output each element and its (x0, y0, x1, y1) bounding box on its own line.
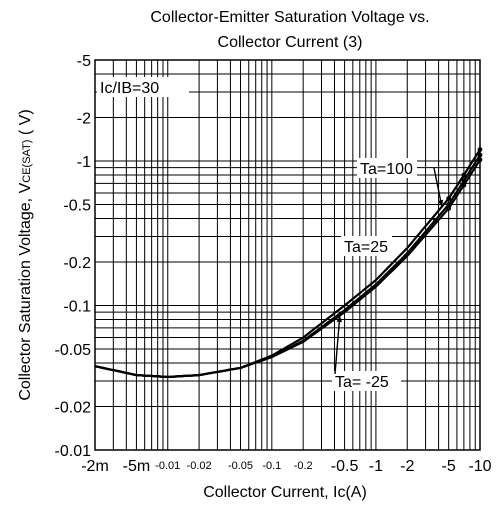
x-axis-label: Collector Current, Ic(A) (203, 484, 367, 501)
x-tick-label: -0.2 (294, 460, 313, 472)
y-tick-label: -0.1 (63, 299, 91, 316)
x-tick-label: -5m (123, 458, 151, 475)
y-axis-label-sub: CE(SAT) (21, 140, 33, 183)
y-tick-label: -0.05 (55, 342, 92, 359)
y-axis-label-main: Collector Saturation Voltage, V (17, 182, 34, 400)
series-point (446, 205, 452, 211)
x-tick-label: -0.02 (187, 460, 212, 472)
x-tick-label: -0.5 (331, 458, 359, 475)
y-tick-labels: -5 -2 -1 -0.5 -0.2 -0.1 -0.05 -0.02 -0.01 (55, 53, 92, 460)
series-point (461, 182, 467, 188)
condition-label-bg (97, 77, 189, 97)
series-group (94, 147, 483, 379)
y-tick-label: -5 (77, 53, 91, 70)
x-tick-labels: -2m -5m -0.01 -0.02 -0.05 -0.1 -0.2 -0.5 -1 -2 -5-… (81, 458, 491, 475)
series-point (477, 152, 483, 158)
y-tick-label: -0.01 (55, 443, 92, 460)
y-tick-label: -1 (77, 154, 91, 171)
y-axis-label-unit: ( V) (17, 109, 34, 139)
series-label: Ta= -25 (335, 374, 389, 391)
x-tick-label: -2 (400, 458, 414, 475)
series-arrowhead (432, 216, 439, 224)
series-label-bg (357, 158, 417, 178)
series-line (94, 154, 481, 379)
x-tick-label: -1 (369, 458, 383, 475)
series-label-bg (332, 371, 401, 391)
series-annotations: Ta=100 Ta=25 Ta= -25 (332, 158, 444, 391)
x-tick-label: -0.01 (155, 460, 180, 472)
chart-title-line2: Collector Current (3) (218, 34, 363, 51)
plot-frame (94, 59, 481, 451)
series-point (477, 157, 483, 163)
series-line (94, 159, 481, 379)
series-point (477, 147, 483, 152)
x-tick-label: -0.1 (262, 460, 281, 472)
y-tick-label: -2 (77, 111, 91, 128)
series-arrow (433, 167, 443, 207)
grid-lines (94, 59, 481, 451)
y-tick-label: -0.02 (55, 400, 92, 417)
series-label: Ta=100 (360, 161, 413, 178)
y-tick-label: -0.5 (63, 197, 91, 214)
series-point (446, 196, 452, 201)
series-arrowhead (336, 315, 343, 323)
series-label-bg (341, 236, 392, 256)
chart-title-line1: Collector-Emitter Saturation Voltage vs. (150, 9, 429, 26)
y-tick-label: -0.2 (63, 255, 91, 272)
series-label: Ta=25 (344, 239, 388, 256)
x-tick-label: -2m (81, 458, 109, 475)
condition-label: Ic/IB=30 (100, 80, 159, 97)
series-arrowhead (437, 199, 444, 207)
x-tick-label: -5 (442, 458, 456, 475)
x-tick-label: -0.05 (228, 460, 253, 472)
series-arrow (334, 315, 341, 375)
y-axis-label: Collector Saturation Voltage, VCE(SAT) (… (17, 109, 34, 400)
series-point (461, 172, 467, 178)
x-tick-label: -10 (468, 458, 491, 475)
